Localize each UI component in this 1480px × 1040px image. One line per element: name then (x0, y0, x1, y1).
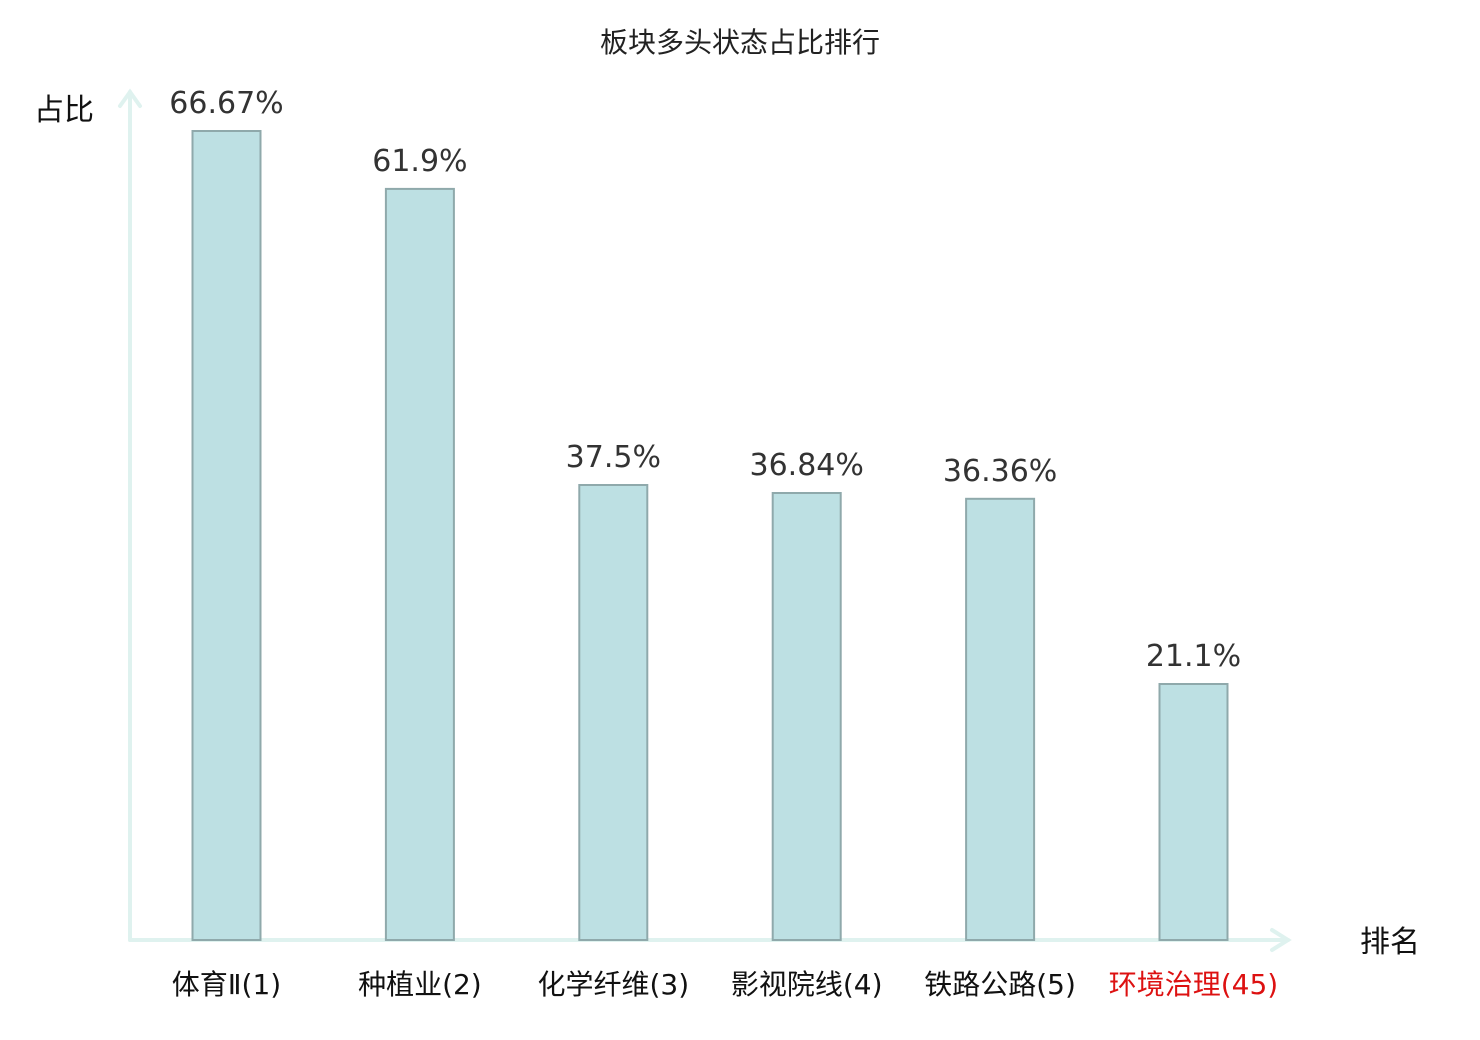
bar-1 (191, 130, 262, 941)
value-label-1: 66.67% (169, 86, 283, 121)
value-label-3: 37.5% (566, 440, 661, 475)
x-axis-arrow (1270, 928, 1292, 952)
x-axis-label: 排名 (1360, 925, 1420, 960)
y-axis-arrow (118, 88, 142, 108)
category-label-5: 铁路公路(5) (924, 968, 1076, 1001)
bars-group (191, 130, 1229, 941)
chart-title: 板块多头状态占比排行 (600, 26, 880, 59)
category-label-4: 影视院线(4) (731, 968, 883, 1001)
category-labels-group: 体育Ⅱ(1) 种植业(2) 化学纤维(3) 影视院线(4) 铁路公路(5) 环境治理(45… (172, 968, 1278, 1001)
value-labels-group: 66.67% 61.9% 37.5% 36.84% 36.36% 21.1% (169, 86, 1241, 674)
value-label-4: 36.84% (750, 448, 864, 483)
category-label-2: 种植业(2) (358, 968, 482, 1001)
value-label-5: 36.36% (943, 454, 1057, 489)
bar-2 (384, 187, 455, 941)
bar-3 (578, 484, 649, 941)
bar-6 (1158, 683, 1229, 941)
bar-5 (965, 497, 1036, 941)
category-label-6: 环境治理(45) (1109, 968, 1278, 1001)
y-axis-label: 占比 (34, 93, 94, 128)
value-label-6: 21.1% (1146, 639, 1241, 674)
value-label-2: 61.9% (372, 144, 467, 179)
bar-4 (771, 492, 842, 941)
category-label-3: 化学纤维(3) (537, 968, 689, 1001)
category-label-1: 体育Ⅱ(1) (172, 968, 281, 1001)
